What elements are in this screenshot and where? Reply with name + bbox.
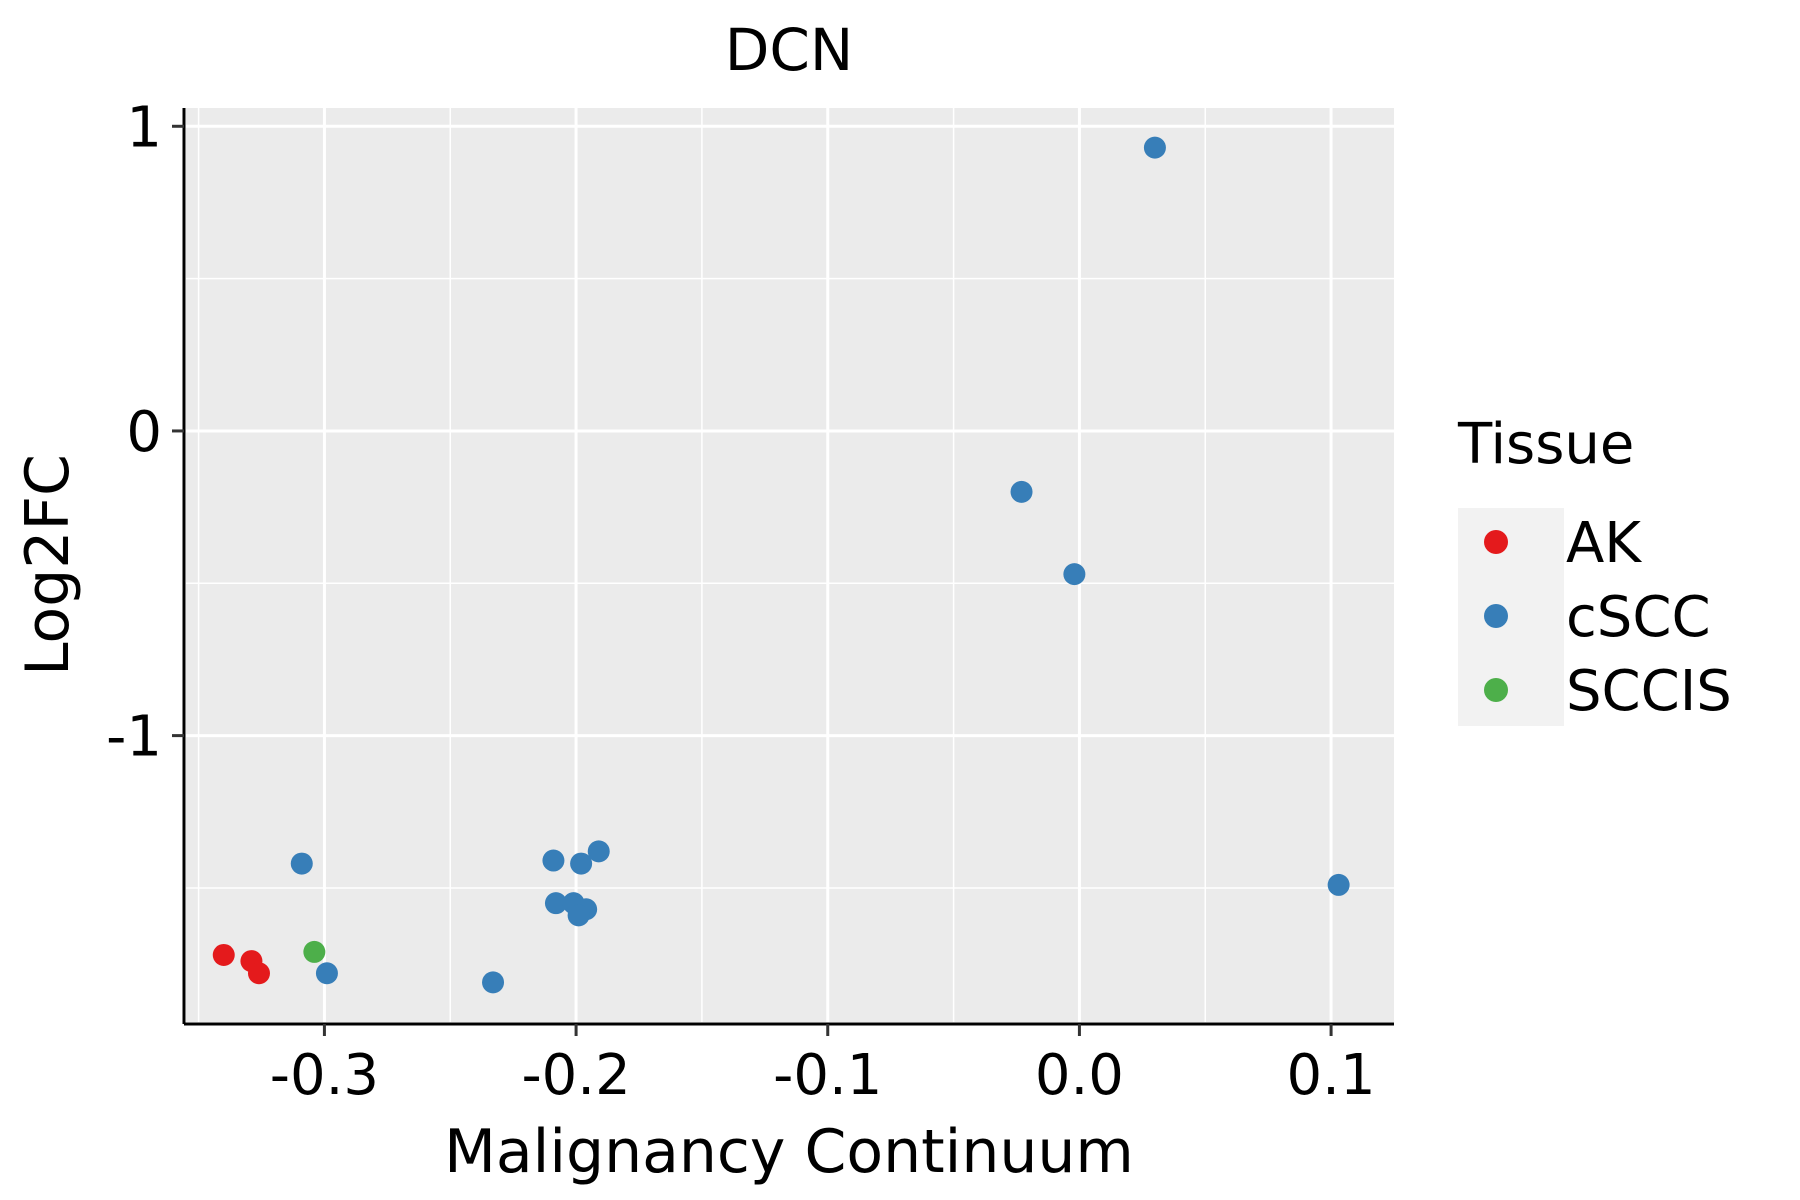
data-points (212, 136, 1350, 994)
x-tick-label: -0.2 (521, 1043, 630, 1108)
y-tick-label: 0 (126, 400, 162, 465)
x-tick-label: 0.0 (1035, 1043, 1124, 1108)
y-tick-label: 1 (126, 95, 162, 160)
data-point-cscc (482, 971, 505, 994)
chart-title: DCN (725, 16, 854, 84)
x-tick-label: -0.1 (773, 1043, 882, 1108)
data-point-cscc (544, 892, 567, 915)
plot-panel (186, 108, 1394, 1022)
legend-title: Tissue (1457, 412, 1634, 477)
data-point-cscc (1063, 563, 1086, 586)
x-tick-label: 0.1 (1287, 1043, 1376, 1108)
legend-key-background (1458, 508, 1564, 726)
data-point-cscc (567, 904, 590, 927)
y-axis-ticks: 1 0 -1 (106, 95, 184, 770)
data-point-ak (247, 962, 270, 985)
legend-key-ak (1484, 530, 1508, 554)
y-tick-label: -1 (106, 705, 162, 770)
legend-key-sccis (1484, 678, 1508, 702)
data-point-cscc (1143, 136, 1166, 159)
data-point-ak (212, 943, 235, 966)
data-point-cscc (290, 852, 313, 875)
y-axis-title: Log2FC (13, 454, 83, 676)
legend: Tissue AK cSCC SCCIS (1457, 412, 1732, 726)
data-point-cscc (570, 852, 593, 875)
data-point-cscc (1010, 480, 1033, 503)
data-point-cscc (315, 962, 338, 985)
data-point-cscc (542, 849, 565, 872)
data-point-cscc (587, 840, 610, 863)
minor-gridlines (186, 108, 1394, 1022)
data-point-sccis (303, 940, 326, 963)
legend-label: AK (1566, 511, 1642, 576)
x-tick-label: -0.3 (270, 1043, 379, 1108)
data-point-cscc (1327, 873, 1350, 896)
x-axis-ticks: -0.3 -0.2 -0.1 0.0 0.1 (270, 1024, 1376, 1108)
legend-key-cscc (1484, 604, 1508, 628)
legend-label: SCCIS (1566, 659, 1732, 724)
legend-label: cSCC (1566, 585, 1711, 650)
x-axis-title: Malignancy Continuum (444, 1117, 1134, 1187)
